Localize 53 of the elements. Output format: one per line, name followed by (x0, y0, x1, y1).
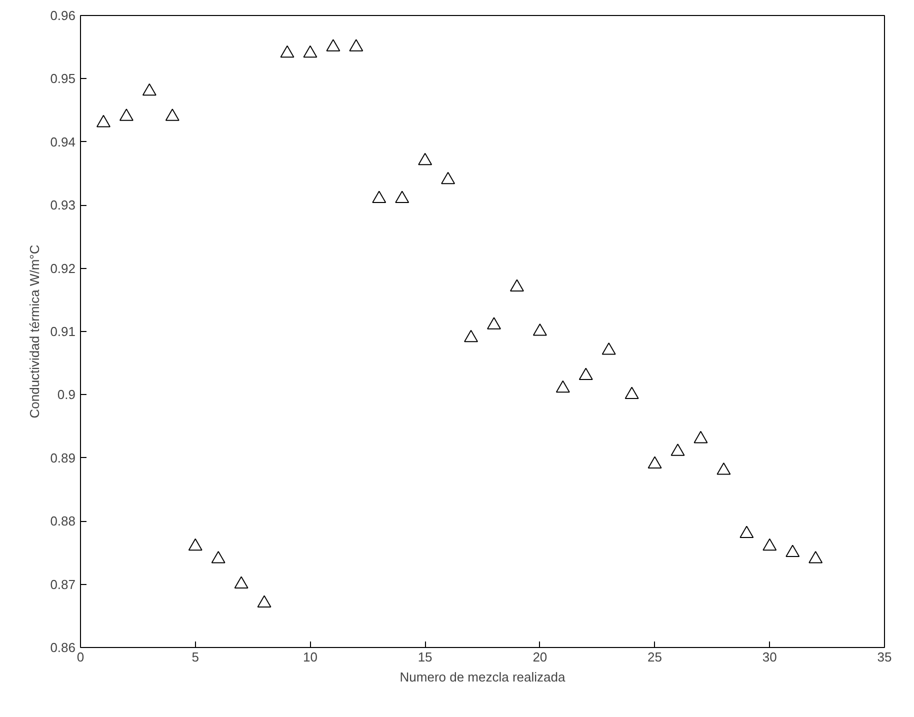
y-tick-label: 0.94 (50, 134, 76, 150)
point (188, 538, 202, 551)
point (740, 526, 754, 538)
y-tick-label: 0.87 (50, 576, 76, 592)
point (96, 114, 110, 128)
y-tick-label: 0.93 (50, 198, 76, 213)
point (257, 595, 272, 608)
point (624, 386, 639, 399)
point (510, 279, 524, 292)
point (578, 368, 593, 380)
point (326, 39, 340, 52)
point (349, 39, 364, 52)
point (808, 551, 823, 564)
point (119, 108, 134, 121)
y-tick-label: 0.92 (50, 260, 76, 276)
point (165, 108, 180, 121)
y-tick-label: 0.91 (50, 324, 76, 339)
point (372, 190, 386, 204)
y-tick-label: 0.86 (50, 640, 76, 655)
point (786, 544, 800, 557)
point (670, 444, 685, 456)
point (142, 83, 156, 96)
point (556, 380, 570, 393)
y-tick-label: 0.96 (50, 8, 76, 23)
point (303, 45, 318, 58)
y-tick-label: 0.95 (50, 71, 76, 86)
point (280, 45, 294, 58)
x-tick-label: 30 (762, 650, 777, 664)
point (441, 172, 456, 184)
point (464, 330, 478, 342)
x-tick-label: 35 (877, 650, 892, 664)
point (211, 551, 226, 564)
x-axis-title: Numero de mezcla realizada (400, 670, 566, 684)
y-tick-label: 0.88 (50, 514, 76, 529)
point (602, 342, 616, 355)
point (486, 317, 501, 330)
point (648, 456, 662, 468)
x-tick-label: 0 (76, 650, 84, 664)
x-tick-label: 10 (302, 650, 318, 664)
point (418, 152, 432, 166)
point (395, 190, 410, 204)
y-tick-label: 0.9 (57, 387, 76, 402)
y-tick-label: 0.89 (50, 450, 76, 466)
x-tick-label: 5 (192, 650, 199, 664)
x-tick-label: 20 (532, 650, 548, 664)
point (716, 462, 731, 475)
point (762, 538, 777, 551)
x-tick-label: 25 (648, 650, 662, 664)
point (694, 430, 708, 444)
y-axis-title: Conductividad térmica W/m°C (27, 244, 42, 418)
point (234, 576, 248, 589)
x-tick-label: 15 (418, 650, 432, 664)
point (532, 323, 547, 336)
